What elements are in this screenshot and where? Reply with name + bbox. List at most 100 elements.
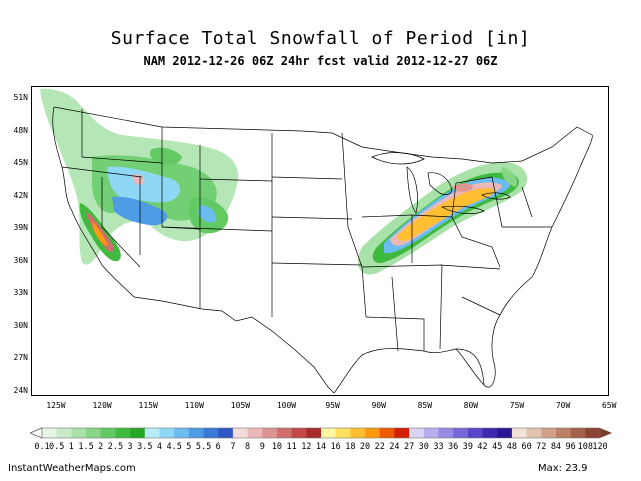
colorbar-label: 42	[477, 442, 488, 452]
colorbar-swatch	[438, 428, 454, 438]
snowfall-colorbar	[30, 427, 612, 439]
lon-label: 95W	[325, 401, 340, 410]
colorbar-label: 1	[68, 442, 74, 452]
colorbar-label: 10	[271, 442, 283, 452]
map-subtitle: NAM 2012-12-26 06Z 24hr fcst valid 2012-…	[143, 54, 498, 68]
colorbar-swatch	[188, 428, 204, 438]
lon-label: 125W	[46, 401, 66, 410]
colorbar-high-arrow	[600, 428, 612, 438]
colorbar-label: 9	[259, 442, 265, 452]
colorbar-label: 2	[98, 442, 104, 452]
colorbar-swatch	[232, 428, 248, 438]
lat-label: 27N	[13, 353, 28, 362]
lon-label: 70W	[555, 401, 571, 410]
colorbar-label: 108	[577, 442, 593, 452]
colorbar-label: 72	[536, 442, 547, 452]
colorbar-label: 1.5	[78, 442, 94, 452]
colorbar-label: 20	[359, 442, 371, 452]
snowfall-shading	[40, 88, 528, 275]
colorbar-label: 120	[592, 442, 608, 452]
lon-label: 75W	[509, 401, 525, 410]
lat-label: 39N	[13, 223, 28, 232]
colorbar-border	[41, 427, 601, 439]
colorbar-swatch	[71, 428, 87, 438]
site-credit: InstantWeatherMaps.com	[8, 463, 136, 474]
colorbar-swatch	[291, 428, 307, 438]
colorbar-swatch	[56, 428, 72, 438]
colorbar-label: 8	[245, 442, 251, 452]
map-title: Surface Total Snowfall of Period [in]	[110, 28, 531, 49]
max-readout: Max: 23.9	[538, 463, 588, 474]
colorbar-label: 96	[565, 442, 576, 452]
colorbar-label: 27	[403, 442, 415, 452]
colorbar-label: 7	[230, 442, 236, 452]
lat-label: 48N	[13, 125, 28, 135]
colorbar-swatch	[482, 428, 498, 438]
lon-label: 100W	[276, 401, 297, 410]
lat-label: 36N	[13, 255, 28, 265]
colorbar-label: 12	[301, 442, 312, 452]
colorbar-swatch	[467, 428, 483, 438]
colorbar-swatch	[394, 428, 410, 438]
colorbar-swatch	[555, 428, 571, 438]
lat-label: 51N	[13, 93, 28, 102]
colorbar-label: 33	[433, 442, 444, 452]
colorbar-label: 16	[330, 442, 341, 452]
colorbar-low-arrow	[30, 427, 43, 439]
colorbar-swatch	[276, 428, 292, 438]
lat-label: 24N	[13, 385, 28, 395]
lon-label: 65W	[601, 401, 617, 410]
colorbar-label: 22	[374, 442, 385, 452]
colorbar-label: 0.5	[48, 442, 65, 452]
colorbar-swatch	[86, 428, 102, 438]
colorbar-swatch	[585, 428, 601, 438]
colorbar-label: 45	[492, 442, 503, 452]
lon-label: 85W	[417, 401, 433, 410]
lat-label: 33N	[13, 288, 28, 297]
colorbar-label: 2.5	[107, 442, 124, 452]
colorbar-label: 4	[156, 442, 163, 452]
colorbar-swatch	[335, 428, 351, 438]
lat-label: 45N	[13, 158, 28, 167]
colorbar-swatch	[321, 428, 336, 438]
colorbar-label: 5.5	[195, 442, 212, 452]
colorbar-label: 6	[215, 442, 221, 452]
colorbar-label: 0.1	[34, 442, 50, 452]
colorbar-label: 60	[521, 442, 532, 452]
colorbar-swatch	[511, 428, 527, 438]
lon-label: 110W	[184, 401, 204, 410]
colorbar-label: 24	[389, 442, 400, 452]
colorbar-swatch	[159, 428, 175, 438]
colorbar-label: 3.5	[137, 442, 153, 452]
colorbar-label: 14	[315, 442, 327, 452]
colorbar-swatch	[42, 428, 57, 438]
colorbar-swatch	[570, 428, 586, 438]
colorbar-swatch	[423, 428, 439, 438]
colorbar-swatch	[409, 428, 425, 438]
colorbar-label: 11	[286, 442, 297, 452]
colorbar-swatch	[144, 428, 160, 438]
colorbar-swatch	[262, 428, 278, 438]
colorbar-swatch	[100, 428, 116, 438]
colorbar-label: 3	[127, 442, 133, 452]
colorbar-swatch	[115, 428, 131, 438]
colorbar-swatch	[497, 428, 513, 438]
colorbar-label: 36	[448, 442, 459, 452]
colorbar-label: 84	[550, 442, 562, 452]
colorbar-swatch	[526, 428, 542, 438]
map-canvas	[40, 88, 593, 394]
colorbar-label: 4.5	[166, 442, 182, 452]
colorbar-label: 30	[418, 442, 429, 452]
colorbar-swatch	[365, 428, 381, 438]
lon-label: 115W	[138, 401, 158, 410]
colorbar-label: 48	[506, 442, 518, 452]
state-boundaries	[52, 106, 593, 394]
lon-label: 80W	[463, 401, 479, 410]
colorbar-swatch	[350, 428, 366, 438]
colorbar-swatch	[130, 428, 146, 438]
colorbar-swatch	[174, 428, 190, 438]
colorbar-swatch	[203, 428, 219, 438]
colorbar-swatch	[218, 428, 234, 438]
lon-label: 120W	[92, 401, 112, 410]
lat-label: 30N	[13, 320, 28, 330]
